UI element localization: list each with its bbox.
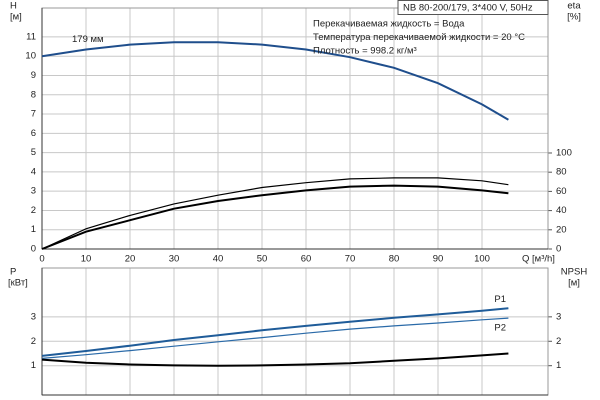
info-text: NB 80-200/179, 3*400 V, 50Hz [403, 3, 533, 14]
x-tick-label: 70 [345, 254, 356, 265]
x-tick-label: 100 [474, 254, 490, 265]
x-tick-label: 0 [39, 254, 44, 265]
y2-tick-label: 0 [556, 244, 561, 255]
y2-axis-label: [м] [568, 278, 580, 289]
y-axis-label: P [10, 267, 16, 278]
y-tick-label: 3 [31, 311, 36, 322]
y2-axis-label: NPSH [561, 267, 588, 278]
y2-tick-label: 2 [556, 336, 561, 347]
info-box [397, 0, 549, 15]
y2-tick-label: 20 [556, 224, 567, 235]
y2-tick-label: 80 [556, 167, 567, 178]
y-tick-label: 1 [31, 224, 36, 235]
y2-tick-label: 3 [556, 311, 561, 322]
y-tick-label: 9 [31, 70, 36, 81]
y-tick-label: 0 [31, 244, 36, 255]
y2-tick-label: 1 [556, 360, 561, 371]
y2-tick-label: 100 [556, 147, 572, 158]
annotation: Плотность = 998.2 кг/м³ [313, 46, 417, 57]
curve [41, 307, 509, 357]
y2-tick-label: 60 [556, 186, 567, 197]
y-tick-label: 10 [25, 51, 36, 62]
y-tick-label: 2 [31, 336, 36, 347]
x-tick-label: 30 [169, 254, 180, 265]
y-tick-label: 4 [31, 166, 36, 177]
series-label: P2 [494, 323, 506, 334]
curve [41, 317, 509, 359]
x-tick-label: 40 [213, 254, 224, 265]
y-tick-label: 3 [31, 186, 36, 197]
y2-axis-label: [%] [567, 12, 581, 23]
x-tick-label: 90 [433, 254, 444, 265]
series-label: 179 мм [72, 34, 104, 45]
annotation: Температура перекачиваемой жидкости = 20… [313, 32, 525, 43]
x-tick-label: 80 [389, 254, 400, 265]
annotation: Перекачиваемая жидкость = Вода [313, 19, 465, 30]
x-tick-label: 50 [257, 254, 268, 265]
y-axis-label: [кВт] [8, 278, 28, 289]
y-axis-label: H [10, 1, 17, 12]
curve [41, 352, 509, 367]
x-axis-label: Q [м³/h] [522, 254, 555, 265]
x-tick-label: 10 [81, 254, 92, 265]
x-tick-label: 60 [301, 254, 312, 265]
curve [41, 184, 509, 250]
y-axis-label: [м] [10, 12, 22, 23]
y-tick-label: 7 [31, 109, 36, 120]
y-tick-label: 5 [31, 147, 36, 158]
series-label: P1 [494, 294, 506, 305]
x-tick-label: 20 [125, 254, 136, 265]
y-tick-label: 1 [31, 360, 36, 371]
y-tick-label: 11 [26, 31, 36, 42]
y-tick-label: 8 [31, 89, 36, 100]
y2-axis-label: eta [567, 1, 581, 12]
y-tick-label: 6 [31, 128, 36, 139]
y-tick-label: 2 [31, 205, 36, 216]
curve [41, 177, 509, 250]
curve [41, 41, 509, 121]
y2-tick-label: 40 [556, 205, 567, 216]
